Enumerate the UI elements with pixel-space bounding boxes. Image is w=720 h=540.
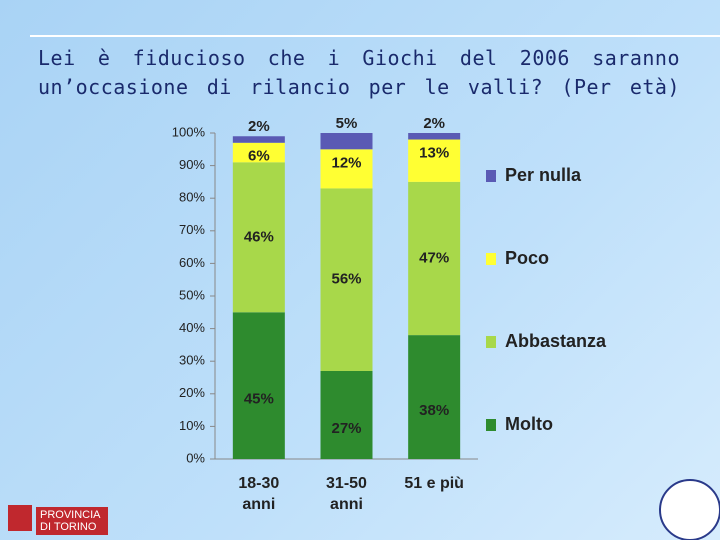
legend-label: Abbastanza — [505, 331, 607, 351]
y-tick-label: 20% — [179, 385, 205, 400]
data-label: 2% — [423, 115, 445, 132]
bar-segment — [232, 162, 285, 313]
y-tick-label: 90% — [179, 157, 205, 172]
data-label: 46% — [244, 228, 274, 245]
data-label: 27% — [331, 420, 361, 437]
bar-segment — [320, 188, 373, 371]
data-label: 38% — [419, 402, 449, 419]
logo-shield — [8, 505, 32, 531]
legend-swatch — [486, 170, 496, 182]
y-tick-label: 30% — [179, 353, 205, 368]
bar-segment — [408, 139, 461, 182]
data-label: 56% — [331, 271, 361, 288]
data-label: 13% — [419, 144, 449, 161]
y-tick-label: 70% — [179, 222, 205, 237]
y-tick-label: 40% — [179, 320, 205, 335]
y-tick-label: 50% — [179, 287, 205, 302]
legend-swatch — [486, 336, 496, 348]
data-label: 12% — [331, 154, 361, 171]
x-tick-label: 18-30 anni — [238, 475, 280, 513]
x-tick-label: 31-50 anni — [326, 475, 367, 513]
bar-segment — [320, 133, 373, 150]
bar-segment — [232, 136, 285, 143]
bar-segment — [320, 370, 373, 459]
data-label: 6% — [248, 148, 270, 165]
data-label: 47% — [419, 249, 449, 266]
x-tick-label: 51 e più — [404, 475, 464, 492]
legend-swatch — [486, 419, 496, 431]
y-tick-label: 0% — [186, 450, 205, 465]
bar-segment — [232, 312, 285, 459]
y-tick-label: 60% — [179, 255, 205, 270]
y-tick-label: 10% — [179, 418, 205, 433]
data-label: 2% — [248, 118, 270, 135]
logo-text: PROVINCIA DI TORINO — [36, 507, 108, 535]
data-label: 45% — [244, 391, 274, 408]
slide-title: Lei è fiducioso che i Giochi del 2006 sa… — [38, 46, 680, 99]
bar-segment — [408, 133, 461, 140]
legend-swatch — [486, 253, 496, 265]
bar-segment — [408, 181, 461, 336]
bar-segment — [408, 335, 461, 459]
data-label: 5% — [336, 115, 358, 132]
legend-label: Per nulla — [505, 165, 582, 185]
bar-segment — [320, 149, 373, 189]
legend-label: Poco — [505, 248, 549, 268]
legend-label: Molto — [505, 414, 553, 434]
seal — [659, 479, 720, 540]
y-tick-label: 100% — [172, 124, 206, 139]
bar-segment — [232, 142, 285, 163]
y-tick-label: 80% — [179, 190, 205, 205]
